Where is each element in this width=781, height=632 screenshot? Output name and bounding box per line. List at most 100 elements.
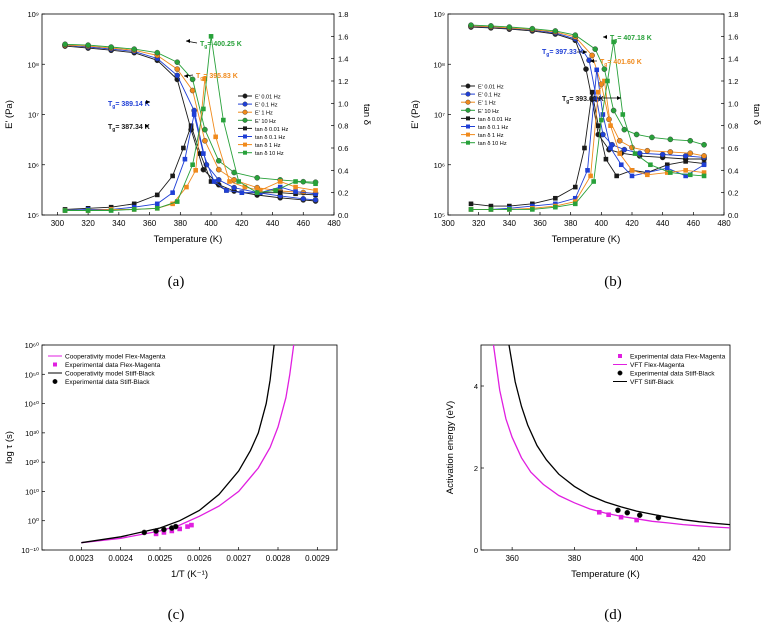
- data-point-tan-10-hz: [701, 173, 707, 179]
- x-axis-label: Temperature (K): [552, 234, 621, 245]
- data-point-tan-0-01-hz: [614, 173, 619, 179]
- data-point-tan-10-hz: [599, 117, 604, 123]
- plot-area: [62, 34, 319, 213]
- data-point-experimental-data-stiff-black: [153, 528, 159, 534]
- annotation-arrowhead: [617, 96, 621, 100]
- data-point-tan-1-hz: [202, 76, 208, 82]
- x-tick-label: 400: [630, 554, 644, 563]
- tg-annotation: Tg= 397.33 K: [542, 49, 584, 58]
- data-point-tan-1-hz: [608, 123, 613, 128]
- y-tick-label: 10⁸: [433, 60, 445, 69]
- data-point-tan-1-hz: [242, 184, 248, 190]
- y2-tick-label: 0.0: [338, 211, 348, 220]
- y2-tick-label: 0.6: [728, 144, 738, 153]
- data-point-tan-10-hz: [293, 179, 298, 184]
- data-point-experimental-data-stiff-black: [636, 512, 643, 518]
- data-point-tan-0-1-hz: [293, 189, 298, 194]
- data-point-e-0-01-hz: [200, 166, 207, 173]
- y-tick-label: 10⁻¹⁰: [21, 546, 39, 555]
- y2-tick-label: 0.4: [728, 166, 738, 175]
- data-point-tan-0-01-hz: [664, 162, 670, 168]
- x-tick-label: 0.0024: [108, 554, 133, 563]
- panel-a: 300 320 340 360 380 400 420 440 460 480 10⁵ 10⁶ 10⁷ 1…: [0, 0, 390, 310]
- data-point-tan-10-hz: [174, 199, 180, 204]
- data-point-e-10-hz: [552, 28, 559, 34]
- legend-marker-tan-10-hz: [243, 150, 247, 155]
- data-point-tan-10-hz: [221, 117, 226, 123]
- data-point-tan-0-1-hz: [224, 188, 229, 193]
- data-point-tan-0-1-hz: [313, 191, 318, 197]
- data-point-e-10-hz: [488, 23, 494, 29]
- y2-tick-label: 1.6: [338, 32, 348, 41]
- tg-value: = 401.60 K: [607, 59, 641, 66]
- data-point-tan-10-hz: [553, 204, 558, 210]
- panel-b: 300 320 340 360 380 400 420 440 460 480 10⁵ 10⁶ 10⁷ 1…: [391, 0, 781, 310]
- data-point-tan-1-hz: [313, 188, 318, 193]
- y-tick-label: 10⁹: [433, 10, 445, 19]
- legend-label-cooperativity-model-stiff-black: Cooperativity model Stiff-Black: [65, 371, 155, 378]
- data-point-experimental-data-flex-magenta: [596, 509, 602, 515]
- data-point-tan-0-01-hz: [572, 184, 578, 190]
- data-point-e-10-hz: [62, 41, 68, 48]
- data-point-tan-0-01-hz: [170, 173, 175, 179]
- x-tick-label: 380: [174, 219, 188, 228]
- plot-frame: [41, 344, 338, 551]
- data-point-tan-0-01-hz: [553, 195, 558, 201]
- data-point-tan-10-hz: [591, 179, 596, 184]
- data-point-e-10-hz: [610, 107, 617, 114]
- caption-d: (d): [604, 607, 622, 623]
- data-point-tan-0-1-hz: [211, 179, 217, 184]
- legend-marker-experimental-data-flex-magenta: [618, 354, 622, 358]
- data-point-tan-0-01-hz: [188, 123, 194, 128]
- data-point-tan-10-hz: [201, 106, 206, 112]
- tg-symbol: T: [196, 73, 201, 80]
- data-point-tan-1-hz: [193, 168, 198, 173]
- data-point-e-0-1-hz: [636, 150, 643, 156]
- data-point-e-10-hz: [649, 134, 655, 141]
- x-tick-label: 0.0029: [305, 554, 330, 563]
- x-tick-label: 320: [81, 219, 95, 228]
- y2-tick-label: 0.8: [338, 122, 348, 131]
- legend-label-e-1-hz: E' 1 Hz: [478, 101, 496, 107]
- tg-annotation: Tg= 389.14 K: [108, 101, 150, 110]
- data-point-tan-1-hz: [701, 170, 707, 175]
- x-tick-label: 340: [503, 219, 517, 228]
- x-tick-label: 420: [692, 554, 706, 563]
- data-point-e-10-hz: [667, 136, 674, 143]
- x-tick-label: 0.0028: [266, 554, 291, 563]
- data-point-tan-0-01-hz: [468, 201, 474, 207]
- x-tick-label: 360: [505, 554, 519, 563]
- tg-annotation: Tg= 401.60 K: [600, 59, 642, 68]
- data-point-experimental-data-stiff-black: [172, 523, 179, 530]
- y2-tick-label: 0.6: [338, 144, 348, 153]
- data-point-tan-1-hz: [645, 172, 650, 178]
- data-point-tan-0-01-hz: [131, 201, 137, 207]
- data-point-e-10-hz: [85, 42, 91, 48]
- data-point-tan-0-1-hz: [600, 112, 606, 117]
- legend-label-experimental-data-stiff-black: Experimental data Stiff-Black: [630, 371, 715, 378]
- y-axis-label: log τ (s): [4, 431, 15, 464]
- y2-tick-label: 1.8: [728, 10, 738, 19]
- legend-label-e-1-hz: E' 1 Hz: [255, 111, 273, 117]
- data-point-e-10-hz: [131, 46, 138, 52]
- data-point-tan-0-01-hz: [595, 123, 601, 128]
- caption-b: (b): [604, 274, 622, 290]
- x-tick-label: 480: [327, 219, 341, 228]
- data-point-tan-0-1-hz: [701, 162, 707, 168]
- data-point-e-0-1-hz: [231, 184, 237, 191]
- data-point-e-10-hz: [468, 22, 474, 28]
- data-point-tan-0-01-hz: [181, 145, 186, 151]
- data-point-tan-0-1-hz: [201, 151, 206, 156]
- data-point-e-0-1-hz: [682, 153, 689, 159]
- data-point-tan-1-hz: [683, 168, 688, 173]
- data-point-e-1-hz: [231, 177, 237, 183]
- data-point-e-10-hz: [601, 66, 608, 72]
- x-tick-label: 440: [656, 219, 670, 228]
- data-point-tan-10-hz: [154, 206, 160, 211]
- data-point-experimental-data-flex-magenta: [189, 522, 194, 528]
- y-tick-label: 10⁵: [434, 211, 445, 220]
- data-point-e-10-hz: [592, 46, 598, 52]
- series-line-tan-0-01-hz: [470, 92, 705, 207]
- caption-c: (c): [167, 607, 185, 623]
- legend-marker-tan-0-1-hz: [243, 134, 247, 139]
